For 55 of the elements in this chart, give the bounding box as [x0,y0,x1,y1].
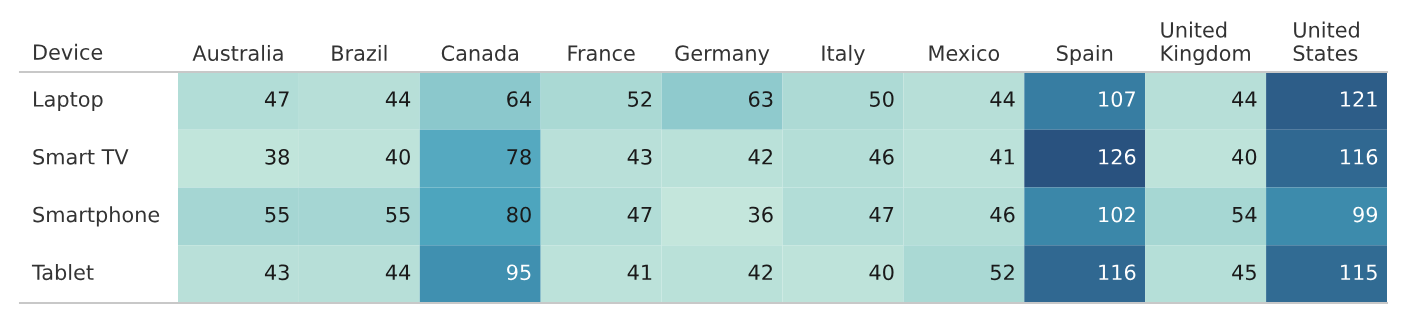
data-label: 47 [627,206,652,223]
data-label: 52 [628,91,652,107]
data-label: 54 [1232,206,1257,223]
data-label: 80 [507,206,531,223]
data-label: 50 [870,91,894,107]
data-label: 47 [264,91,289,107]
data-label: 41 [627,264,652,280]
data-label: 102 [1099,206,1135,223]
data-label: 44 [1232,91,1257,107]
data-label: 46 [990,206,1015,223]
data-label: 78 [507,148,531,165]
data-label: 40 [1232,148,1257,165]
data-label: 36 [749,206,773,223]
data-label: 42 [748,264,772,280]
x-tick-label: Germany [675,45,770,66]
data-label: 38 [265,148,290,165]
data-label: 55 [265,206,289,223]
data-label: 40 [869,264,894,281]
y-axis-title: Device [34,43,103,60]
data-label: 44 [385,264,411,280]
x-tick-label: Spain [1057,44,1113,66]
data-label: 64 [507,91,532,107]
data-label: 43 [264,264,289,281]
y-tick-label: Laptop [34,91,103,111]
data-label: 44 [385,91,411,107]
x-tick-label: Italy [822,44,865,66]
y-tick-label: Smart TV [33,148,129,165]
data-label: 99 [1353,206,1378,223]
data-label: 47 [869,206,894,223]
x-tick-label: Canada [441,44,518,62]
y-tick-label: Tablet [31,264,94,281]
data-label: 126 [1099,148,1136,165]
data-label: 115 [1341,264,1377,281]
data-label: 45 [1232,264,1256,281]
data-label: 95 [507,264,531,281]
data-label: 55 [386,206,410,223]
data-label: 121 [1341,91,1377,107]
data-label: 63 [748,91,773,107]
data-label: 116 [1099,264,1136,281]
x-tick-label: United States [1293,21,1359,62]
data-label: 52 [990,264,1014,281]
data-label: 40 [385,148,410,165]
y-tick-label: Smartphone [33,206,160,227]
x-tick-label: France [568,45,635,62]
data-label: 43 [627,148,652,165]
x-tick-label: United Kingdom [1161,21,1250,66]
data-label: 46 [869,148,894,165]
x-tick-label: Australia [192,44,283,62]
x-tick-label: Mexico [929,44,1000,62]
data-label: 107 [1099,91,1135,107]
data-label: 116 [1341,148,1378,165]
data-label: 42 [748,148,772,165]
x-tick-label: Brazil [332,44,387,62]
data-label: 41 [990,149,1014,165]
data-label: 44 [990,91,1015,107]
